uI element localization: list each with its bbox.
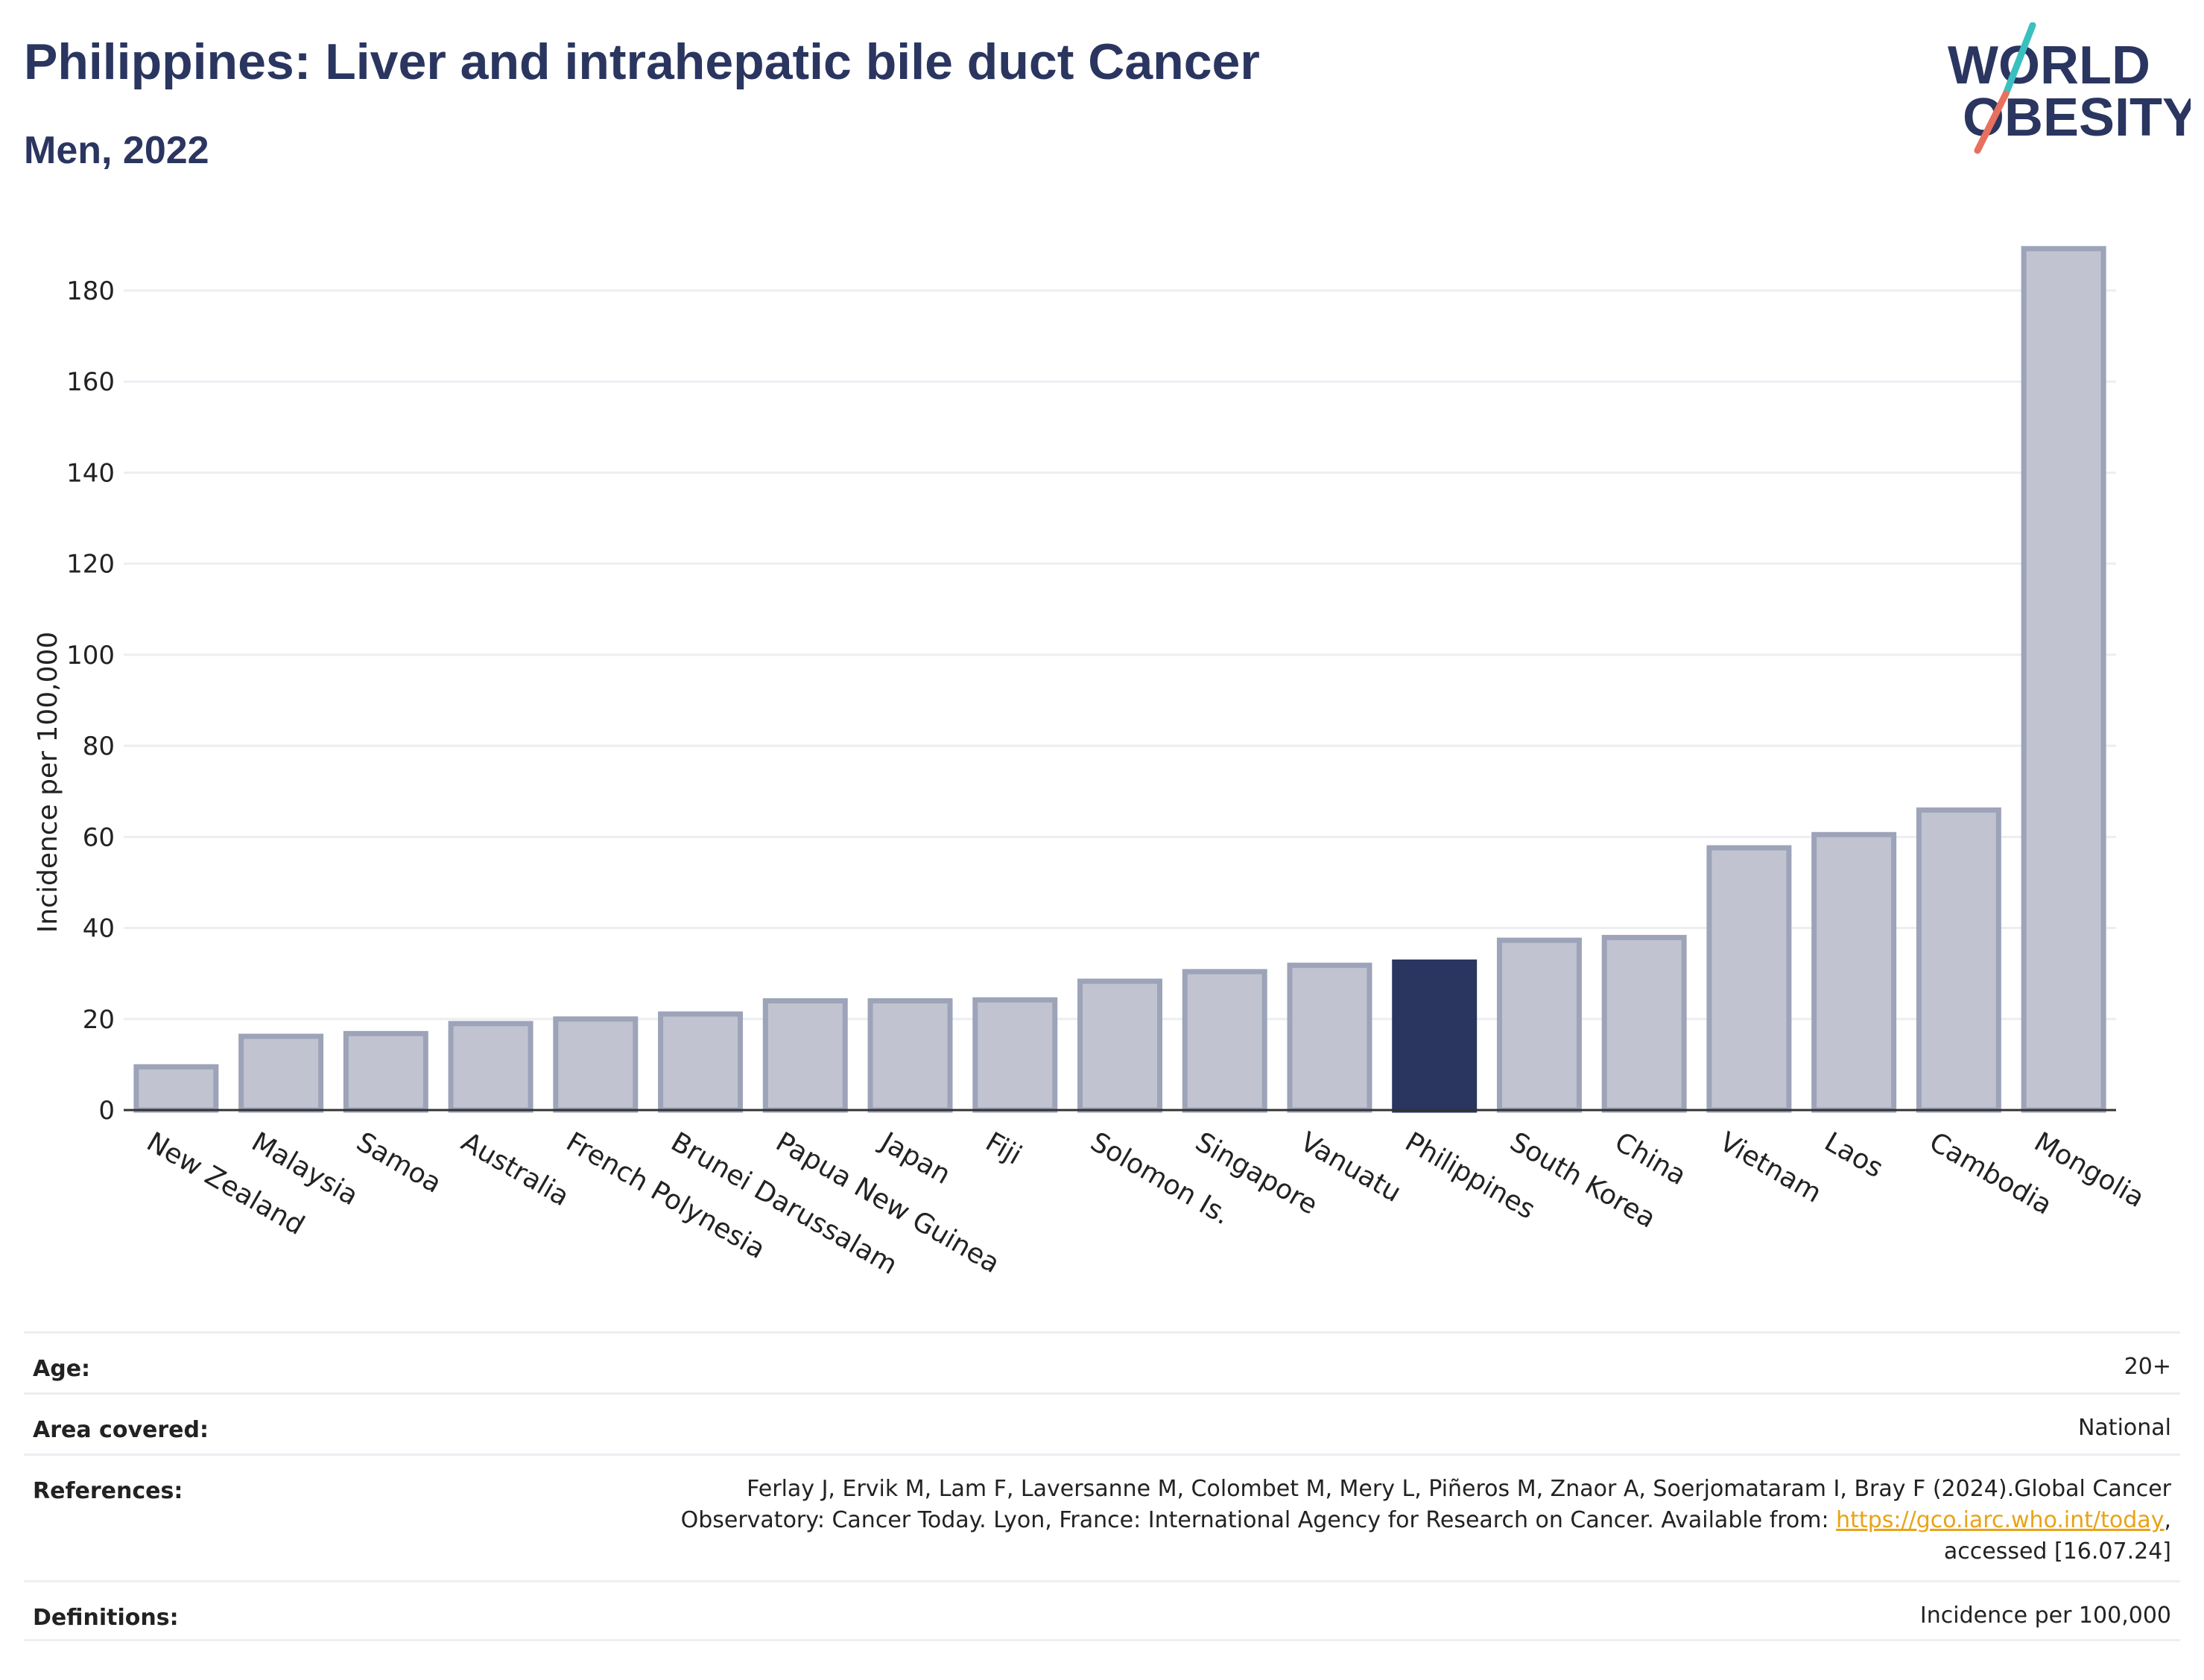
meta-row-references: References: Ferlay J, Ervik M, Lam F, La… [24,1454,2180,1580]
bar-french-polynesia [553,1016,639,1113]
y-tick-labels: 0 20 40 60 80 100 120 140 160 180 [66,276,115,1126]
page-title: Philippines: Liver and intrahepatic bile… [24,34,1260,90]
y-tick-label: 40 [83,914,115,944]
bar-singapore [1182,969,1267,1113]
y-tick-label: 120 [66,550,115,580]
bar-cambodia [1916,807,2001,1113]
x-tick-label: Japan [874,1126,955,1191]
bar-malaysia [238,1033,324,1113]
meta-row-definitions: Definitions: Incidence per 100,000 [24,1580,2180,1641]
area-value: National [2077,1415,2171,1441]
definitions-label: Definitions: [33,1605,179,1631]
bar-fiji [972,997,1058,1113]
bar-vanuatu [1287,963,1372,1113]
references-line3: accessed [16.07.24] [1943,1538,2171,1565]
references-line1: Ferlay J, Ervik M, Lam F, Laversanne M, … [747,1476,2171,1502]
bar-new-zealand [133,1064,219,1113]
definitions-value: Incidence per 100,000 [1919,1603,2171,1629]
y-tick-label: 100 [66,641,115,671]
bar-brunei-darussalam [658,1011,744,1113]
bar-solomon-is [1077,978,1162,1113]
logo-text-world: WORLD [1948,36,2150,95]
bar-samoa [343,1030,428,1113]
area-label: Area covered: [33,1417,209,1443]
page-subtitle: Men, 2022 [24,129,209,172]
x-tick-label: Laos [1820,1126,1888,1184]
bar-laos [1811,831,1897,1113]
age-label: Age: [33,1356,91,1382]
y-tick-label: 180 [66,276,115,306]
x-tick-label: Australia [456,1126,574,1212]
bars [133,246,2106,1113]
bar-papua-new-guinea [762,998,848,1113]
y-tick-label: 160 [66,367,115,397]
x-tick-label: Fiji [981,1126,1027,1171]
bar-philippines [1392,959,1478,1113]
y-tick-label: 60 [83,822,115,852]
bar-south-korea [1496,937,1582,1113]
logo-slash-top [2002,22,2036,98]
y-axis-label: Incidence per 100,000 [33,632,63,933]
bar-japan [867,998,953,1113]
x-tick-label: China [1609,1126,1691,1191]
logo-slash-bottom [1974,90,2010,154]
bar-australia [448,1021,533,1113]
references-line2: Observatory: Cancer Today. Lyon, France:… [680,1507,1829,1533]
references-link[interactable]: https://gco.iarc.who.int/today [1836,1507,2165,1533]
y-tick-label: 20 [83,1005,115,1035]
x-tick-label: Samoa [351,1126,446,1199]
age-value: 20+ [2124,1354,2171,1380]
y-tick-label: 80 [83,732,115,761]
bar-china [1601,934,1687,1113]
bar-mongolia [2021,246,2106,1113]
x-tick-label: Vietnam [1714,1126,1826,1209]
metadata-table: Age: 20+ Area covered: National Referenc… [24,1331,2180,1641]
world-obesity-logo: WORLD OBESITY [1948,22,2191,154]
references-value: Ferlay J, Ervik M, Lam F, Laversanne M, … [680,1476,2171,1565]
bar-vietnam [1706,845,1792,1113]
x-tick-label: French Polynesia [561,1126,770,1265]
references-label: References: [33,1478,183,1504]
y-tick-label: 140 [66,458,115,488]
y-tick-label: 0 [98,1096,115,1126]
meta-row-age: Age: 20+ [24,1331,2180,1392]
meta-row-area: Area covered: National [24,1392,2180,1454]
bar-chart: 0 20 40 60 80 100 120 140 160 180 New ZealandMala… [33,246,2150,1281]
